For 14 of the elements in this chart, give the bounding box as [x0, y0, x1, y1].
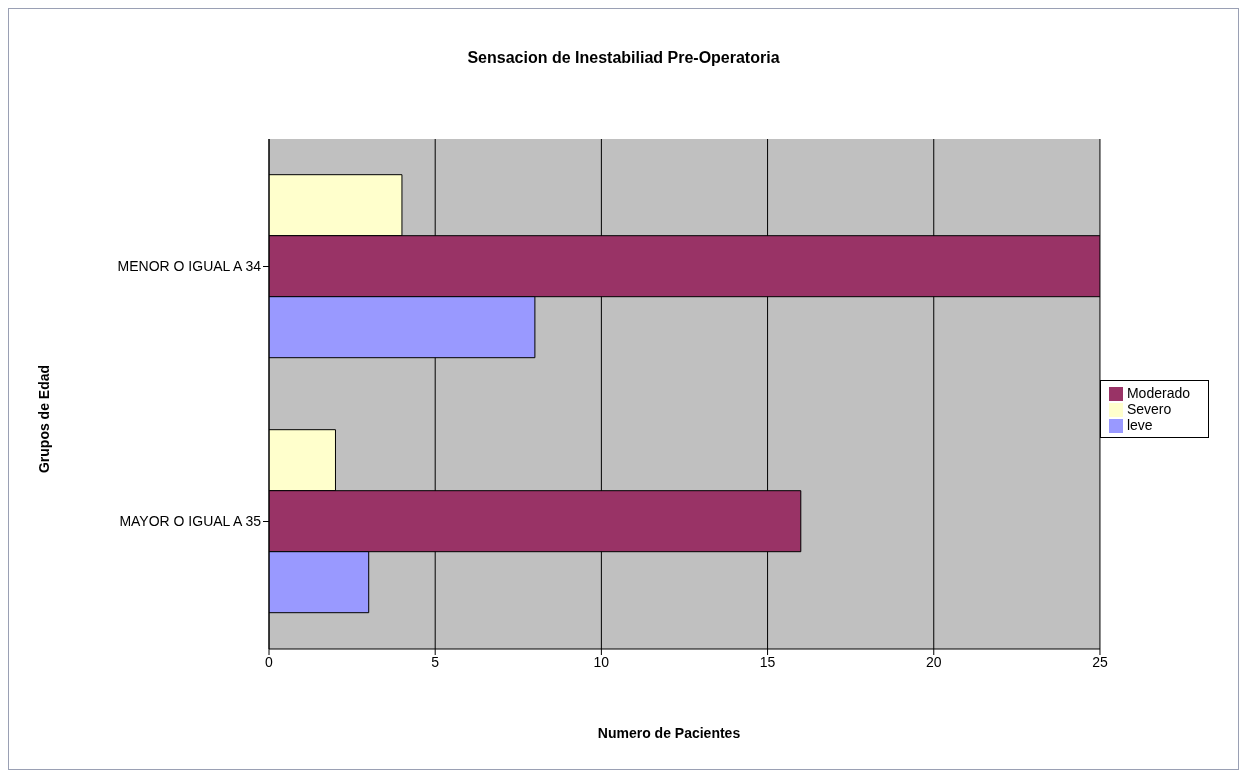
legend-label: leve — [1126, 417, 1153, 434]
x-axis-title: Numero de Pacientes — [596, 725, 742, 741]
legend-label: Moderado — [1126, 384, 1190, 401]
y-tick-label: MENOR O IGUAL A 34 — [117, 258, 262, 275]
x-tick-label: 5 — [431, 653, 440, 670]
y-tick-label: MAYOR O IGUAL A 35 — [119, 513, 262, 530]
x-tick-label: 25 — [1092, 653, 1108, 670]
x-tick-label: 20 — [925, 653, 942, 670]
legend-label: Severo — [1126, 400, 1172, 417]
x-tick-label: 0 — [265, 653, 274, 670]
x-tick-label: 10 — [593, 653, 610, 670]
x-tick-label: 15 — [759, 653, 776, 670]
chart-title: Sensacion de Inestabiliad Pre-Operatoria — [466, 49, 781, 67]
y-axis-title: Grupos de Edad — [36, 364, 52, 474]
